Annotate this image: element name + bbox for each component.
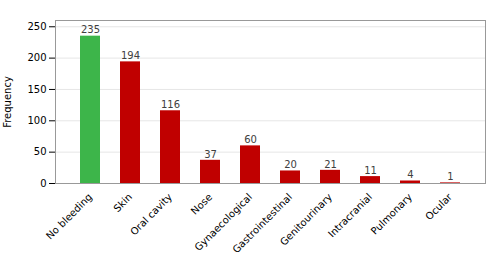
- svg-text:4: 4: [407, 169, 413, 180]
- svg-text:0: 0: [40, 178, 46, 189]
- svg-text:21: 21: [324, 159, 337, 170]
- svg-text:194: 194: [121, 50, 140, 61]
- svg-text:235: 235: [81, 24, 100, 35]
- svg-text:50: 50: [34, 146, 47, 157]
- svg-text:200: 200: [27, 52, 46, 63]
- svg-text:116: 116: [161, 99, 180, 110]
- svg-text:Genitourinary: Genitourinary: [278, 191, 334, 247]
- svg-text:No bleeding: No bleeding: [44, 191, 94, 241]
- svg-text:250: 250: [27, 21, 46, 32]
- svg-text:Skin: Skin: [111, 191, 134, 214]
- svg-text:Gastrointestinal: Gastrointestinal: [230, 191, 295, 256]
- svg-text:Ocular: Ocular: [423, 191, 455, 223]
- svg-text:Pulmonary: Pulmonary: [369, 191, 415, 237]
- svg-text:Gynaecological: Gynaecological: [192, 191, 255, 253]
- svg-text:37: 37: [204, 149, 217, 160]
- svg-text:100: 100: [27, 115, 46, 126]
- svg-text:Oral cavity: Oral cavity: [128, 191, 174, 237]
- svg-text:20: 20: [284, 159, 297, 170]
- svg-text:150: 150: [27, 84, 46, 95]
- svg-text:11: 11: [364, 165, 377, 176]
- svg-text:1: 1: [447, 171, 453, 182]
- svg-text:Frequency: Frequency: [2, 76, 13, 128]
- svg-text:60: 60: [244, 134, 257, 145]
- svg-text:Nose: Nose: [189, 191, 214, 216]
- svg-text:Intracranial: Intracranial: [326, 191, 374, 239]
